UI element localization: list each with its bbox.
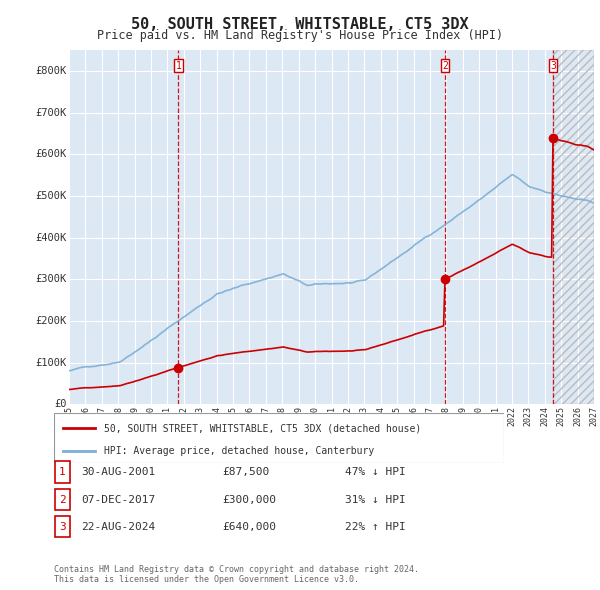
Text: 47% ↓ HPI: 47% ↓ HPI: [345, 467, 406, 477]
Text: 50, SOUTH STREET, WHITSTABLE, CT5 3DX: 50, SOUTH STREET, WHITSTABLE, CT5 3DX: [131, 17, 469, 31]
Text: £400K: £400K: [35, 232, 67, 242]
FancyBboxPatch shape: [55, 516, 70, 537]
Text: £600K: £600K: [35, 149, 67, 159]
Text: 22% ↑ HPI: 22% ↑ HPI: [345, 522, 406, 532]
Text: 1: 1: [59, 467, 66, 477]
Text: £700K: £700K: [35, 107, 67, 117]
Text: 30-AUG-2001: 30-AUG-2001: [81, 467, 155, 477]
FancyBboxPatch shape: [54, 413, 504, 463]
Text: £500K: £500K: [35, 191, 67, 201]
Text: Price paid vs. HM Land Registry's House Price Index (HPI): Price paid vs. HM Land Registry's House …: [97, 30, 503, 42]
FancyBboxPatch shape: [55, 461, 70, 483]
Text: £300K: £300K: [35, 274, 67, 284]
Text: 2: 2: [59, 495, 66, 504]
Text: £640,000: £640,000: [222, 522, 276, 532]
Text: Contains HM Land Registry data © Crown copyright and database right 2024.
This d: Contains HM Land Registry data © Crown c…: [54, 565, 419, 584]
Text: 1: 1: [175, 61, 181, 71]
Text: £0: £0: [54, 399, 67, 409]
Text: £100K: £100K: [35, 358, 67, 368]
Text: £87,500: £87,500: [222, 467, 269, 477]
Text: £800K: £800K: [35, 66, 67, 76]
Text: £200K: £200K: [35, 316, 67, 326]
Text: 31% ↓ HPI: 31% ↓ HPI: [345, 495, 406, 504]
Text: 07-DEC-2017: 07-DEC-2017: [81, 495, 155, 504]
Text: 2: 2: [442, 61, 448, 71]
Text: 3: 3: [550, 61, 556, 71]
Text: 22-AUG-2024: 22-AUG-2024: [81, 522, 155, 532]
FancyBboxPatch shape: [55, 489, 70, 510]
Text: HPI: Average price, detached house, Canterbury: HPI: Average price, detached house, Cant…: [104, 445, 374, 455]
Text: 50, SOUTH STREET, WHITSTABLE, CT5 3DX (detached house): 50, SOUTH STREET, WHITSTABLE, CT5 3DX (d…: [104, 423, 421, 433]
Text: £300,000: £300,000: [222, 495, 276, 504]
Text: 3: 3: [59, 522, 66, 532]
